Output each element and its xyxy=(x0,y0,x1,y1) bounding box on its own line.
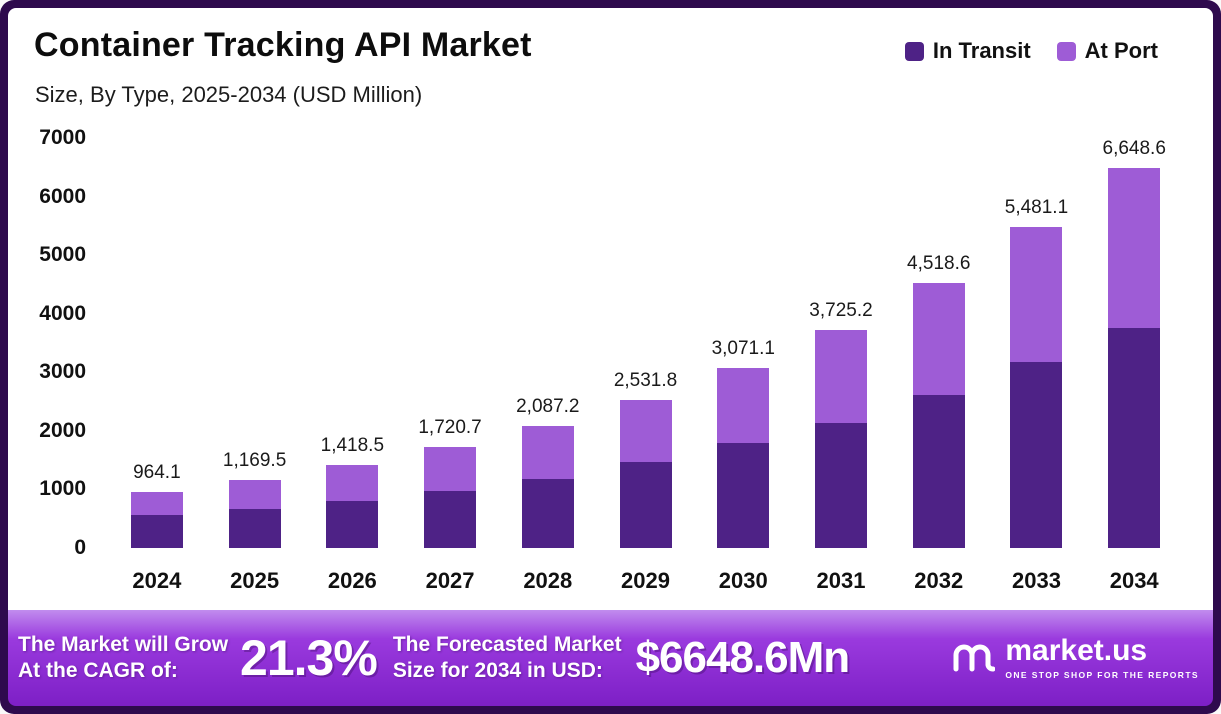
bar-segment-at-port[interactable] xyxy=(912,283,965,396)
legend-item-at-port[interactable]: At Port xyxy=(1056,38,1158,64)
bar-group: 2,087.2 2028 xyxy=(499,138,597,593)
legend-label: At Port xyxy=(1084,38,1158,63)
y-axis-label: 7000 xyxy=(39,126,86,149)
bar-value-label: 4,518.6 xyxy=(907,253,971,275)
bar-group: 3,725.2 2031 xyxy=(792,138,890,593)
bar-value-label: 1,720.7 xyxy=(418,417,482,439)
bar-segment-in-transit[interactable] xyxy=(228,508,281,548)
bar-value-label: 964.1 xyxy=(133,461,181,483)
stacked-bar[interactable] xyxy=(912,283,965,548)
cagr-value: 21.3% xyxy=(240,630,378,686)
bar-segment-in-transit[interactable] xyxy=(912,395,965,548)
bar-group: 6,648.6 2034 xyxy=(1085,138,1183,593)
y-axis-label: 0 xyxy=(74,536,86,559)
bar-group: 964.1 2024 xyxy=(108,138,206,593)
bar-group: 5,481.1 2033 xyxy=(988,138,1086,593)
y-axis-label: 4000 xyxy=(39,301,86,325)
bar-segment-at-port[interactable] xyxy=(717,368,770,443)
bar-segment-at-port[interactable] xyxy=(1108,168,1161,328)
brand-name: market.us xyxy=(1005,634,1148,667)
market-us-logo[interactable]: market.us ONE STOP SHOP FOR THE REPORTS xyxy=(949,635,1199,681)
bar-value-label: 3,725.2 xyxy=(809,299,873,321)
stacked-bar[interactable] xyxy=(521,425,574,548)
bar-segment-at-port[interactable] xyxy=(228,479,281,509)
stacked-bar[interactable] xyxy=(326,464,379,548)
bar-value-label: 1,418.5 xyxy=(320,434,385,456)
y-axis: 0 1000 2000 3000 4000 5000 6000 7000 xyxy=(22,126,86,559)
bar-value-label: 3,071.1 xyxy=(711,338,775,360)
stacked-bar[interactable] xyxy=(1108,168,1161,548)
chart-panel: Container Tracking API Market Size, By T… xyxy=(8,8,1213,610)
bar-segment-in-transit[interactable] xyxy=(424,490,477,548)
x-axis-label: 2027 xyxy=(425,568,475,593)
bar-value-label: 2,087.2 xyxy=(516,395,580,417)
cagr-label: The Market will Grow At the CAGR of: xyxy=(18,632,229,682)
forecast-label: The Forecasted Market Size for 2034 in U… xyxy=(392,632,622,682)
bar-segment-in-transit[interactable] xyxy=(521,478,574,548)
x-axis-label: 2031 xyxy=(816,568,866,593)
bar-segment-at-port[interactable] xyxy=(326,464,379,501)
y-axis-label: 6000 xyxy=(39,184,86,208)
bar-segment-at-port[interactable] xyxy=(521,425,574,479)
bar-segment-at-port[interactable] xyxy=(1010,226,1063,362)
bar-group: 1,169.5 2025 xyxy=(206,138,304,593)
x-axis-label: 2026 xyxy=(327,568,377,593)
bar-segment-in-transit[interactable] xyxy=(717,442,770,548)
y-axis-label: 3000 xyxy=(39,360,86,384)
legend: In Transit At Port xyxy=(904,38,1158,64)
x-axis-label: 2034 xyxy=(1109,568,1159,593)
bar-segment-in-transit[interactable] xyxy=(326,500,379,548)
legend-label: In Transit xyxy=(932,38,1031,63)
bar-segment-in-transit[interactable] xyxy=(1010,361,1063,548)
bar-segment-at-port[interactable] xyxy=(130,491,183,516)
bar-segment-at-port[interactable] xyxy=(815,329,867,423)
page-subtitle: Size, By Type, 2025-2034 (USD Million) xyxy=(35,82,423,107)
x-axis-label: 2032 xyxy=(914,568,964,593)
stacked-bar[interactable] xyxy=(815,329,867,548)
stacked-bar[interactable] xyxy=(1010,226,1063,548)
footer-banner: The Market will Grow At the CAGR of: 21.… xyxy=(8,610,1213,706)
y-axis-label: 1000 xyxy=(39,477,86,501)
bar-value-label: 6,648.6 xyxy=(1102,138,1166,159)
bar-segment-in-transit[interactable] xyxy=(815,422,867,548)
bar-segment-in-transit[interactable] xyxy=(130,515,183,548)
legend-swatch-in-transit xyxy=(904,41,924,61)
bar-group: 1,720.7 2027 xyxy=(401,138,499,593)
x-axis-label: 2029 xyxy=(621,568,671,593)
plot-area: 964.1 2024 1,169.5 2025 1,418.5 2026 1,720.7 20… xyxy=(108,138,1183,593)
page-title: Container Tracking API Market xyxy=(34,26,532,64)
stacked-bar[interactable] xyxy=(228,479,281,548)
x-axis-label: 2033 xyxy=(1011,568,1061,593)
x-axis-label: 2028 xyxy=(523,568,573,593)
bar-group: 4,518.6 2032 xyxy=(890,138,988,593)
bar-segment-in-transit[interactable] xyxy=(1108,327,1161,548)
y-axis-label: 2000 xyxy=(39,418,86,442)
x-axis-label: 2025 xyxy=(230,568,280,593)
stacked-bar[interactable] xyxy=(130,491,183,548)
legend-item-in-transit[interactable]: In Transit xyxy=(904,38,1031,64)
forecast-value: $6648.6Mn xyxy=(635,633,851,682)
bar-value-label: 2,531.8 xyxy=(613,369,678,391)
x-axis-label: 2024 xyxy=(132,568,182,593)
stacked-bar[interactable] xyxy=(424,447,477,548)
brand-tagline: ONE STOP SHOP FOR THE REPORTS xyxy=(1005,670,1199,680)
y-axis-label: 5000 xyxy=(39,243,86,267)
stacked-bar[interactable] xyxy=(717,368,770,548)
legend-swatch-at-port xyxy=(1056,41,1076,61)
bar-group: 3,071.1 2030 xyxy=(694,138,792,593)
bar-value-label: 5,481.1 xyxy=(1004,196,1069,218)
bar-segment-at-port[interactable] xyxy=(424,447,477,491)
stacked-bar[interactable] xyxy=(619,399,672,548)
bar-segment-at-port[interactable] xyxy=(619,399,672,463)
market-us-logo-icon xyxy=(953,644,996,672)
x-axis-label: 2030 xyxy=(718,568,768,593)
bar-group: 2,531.8 2029 xyxy=(597,138,695,593)
bar-value-label: 1,169.5 xyxy=(222,449,287,471)
bar-group: 1,418.5 2026 xyxy=(303,138,401,593)
bar-segment-in-transit[interactable] xyxy=(619,462,672,548)
